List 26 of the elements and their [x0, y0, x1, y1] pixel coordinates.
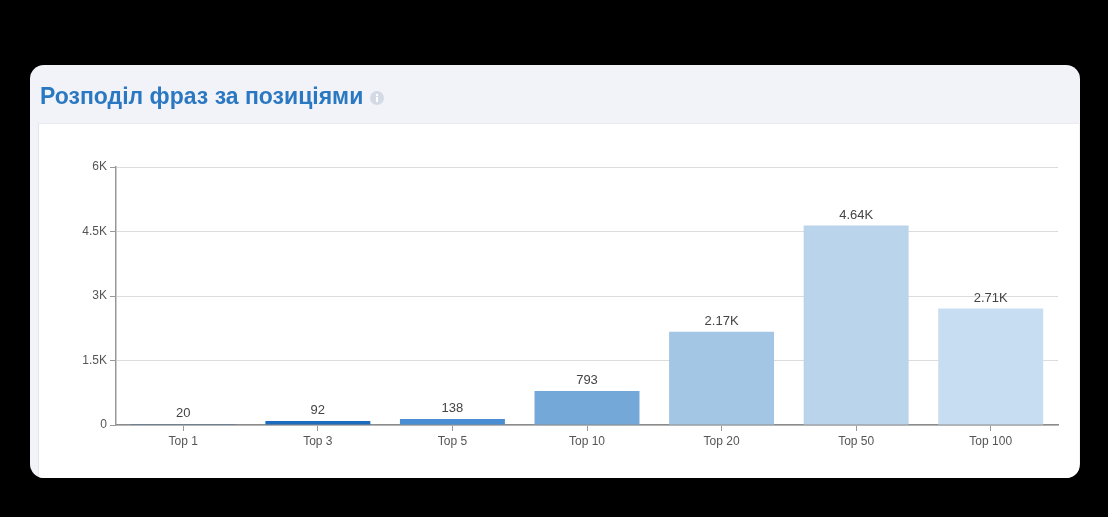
data-label: 2.17K	[704, 312, 739, 328]
bar	[803, 225, 909, 425]
data-label: 4.64K	[839, 206, 874, 222]
x-tick-label: Top 1	[168, 433, 199, 448]
y-tick-label: 1.5K	[82, 352, 107, 367]
bar	[534, 390, 640, 425]
chart-title: Розподіл фраз за позиціями	[40, 82, 364, 110]
x-tick-label: Top 100	[969, 433, 1013, 448]
data-label: 20	[176, 405, 191, 421]
x-tick-label: Top 20	[703, 433, 740, 448]
bar	[938, 308, 1044, 425]
x-tick-label: Top 50	[838, 433, 875, 448]
data-label: 793	[576, 371, 598, 387]
bar	[669, 331, 775, 425]
data-label: 92	[310, 402, 326, 418]
y-tick-label: 3K	[92, 288, 107, 303]
bar	[399, 419, 505, 425]
data-label: 138	[441, 400, 464, 416]
y-tick-label: 6K	[92, 159, 107, 174]
x-tick-label: Top 10	[568, 433, 606, 448]
bar	[265, 421, 371, 425]
x-tick-label: Top 3	[303, 433, 333, 448]
y-tick-label: 4.5K	[82, 223, 107, 238]
x-tick-label: Top 5	[437, 433, 468, 448]
y-tick-label: 0	[100, 417, 108, 432]
data-label: 2.71K	[973, 289, 1009, 305]
